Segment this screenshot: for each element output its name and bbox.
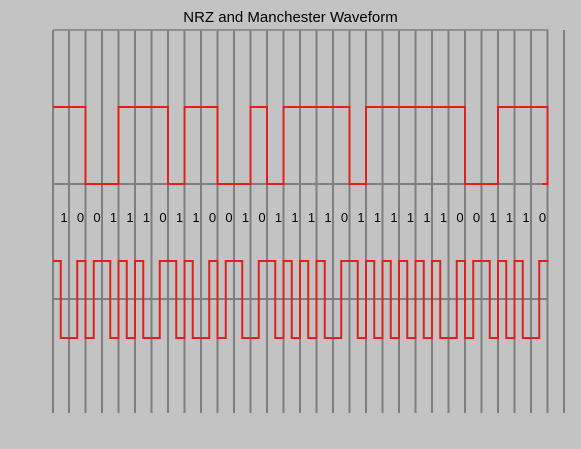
bit-label: 1 — [242, 210, 249, 225]
bit-label: 1 — [489, 210, 496, 225]
grid-layer — [52, 29, 565, 413]
bit-label: 0 — [258, 210, 265, 225]
bit-label: 0 — [209, 210, 216, 225]
bit-label: 0 — [341, 210, 348, 225]
bit-label: 0 — [77, 210, 84, 225]
bit-label: 0 — [159, 210, 166, 225]
bit-label: 0 — [93, 210, 100, 225]
bit-label: 1 — [192, 210, 199, 225]
waveforms — [53, 106, 549, 339]
bit-label: 1 — [176, 210, 183, 225]
bit-label: 0 — [473, 210, 480, 225]
bit-label: 1 — [126, 210, 133, 225]
bit-label: 1 — [522, 210, 529, 225]
bit-label: 1 — [357, 210, 364, 225]
bit-label: 1 — [440, 210, 447, 225]
bit-label: 1 — [275, 210, 282, 225]
bit-label: 1 — [110, 210, 117, 225]
bit-label: 1 — [143, 210, 150, 225]
bit-label: 1 — [291, 210, 298, 225]
bit-label: 1 — [423, 210, 430, 225]
diagram-title: NRZ and Manchester Waveform — [183, 9, 398, 26]
bit-label: 1 — [308, 210, 315, 225]
bit-label: 0 — [225, 210, 232, 225]
nrz-waveform — [53, 106, 549, 185]
bit-label: 1 — [506, 210, 513, 225]
bit-label: 1 — [324, 210, 331, 225]
bit-label: 1 — [374, 210, 381, 225]
bit-label: 1 — [390, 210, 397, 225]
bit-label: 1 — [407, 210, 414, 225]
bit-label: 1 — [60, 210, 67, 225]
bit-label: 0 — [539, 210, 546, 225]
bit-label: 0 — [456, 210, 463, 225]
manchester-waveform — [53, 260, 549, 339]
